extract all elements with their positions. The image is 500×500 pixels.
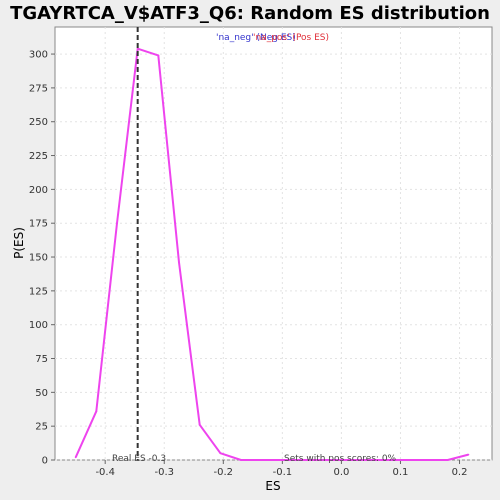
y-tick-label: 100 — [29, 320, 48, 331]
real-es-label: Real ES -0.3 — [112, 454, 166, 464]
data-point — [302, 459, 304, 461]
y-tick-label: 25 — [35, 422, 48, 433]
y-tick-label: 275 — [29, 83, 48, 94]
data-point — [364, 459, 366, 461]
data-point — [198, 423, 201, 426]
x-tick-label: -0.4 — [95, 467, 115, 478]
data-point — [384, 459, 387, 461]
x-tick-label: -0.3 — [154, 467, 174, 478]
chart-title: TGAYRTCA_V$ATF3_Q6: Random ES distributi… — [10, 3, 490, 24]
x-tick-label: 0.0 — [333, 467, 349, 478]
legend-entry-neg: 'na_neg' (Neg ES) — [216, 33, 296, 43]
data-point — [281, 459, 284, 461]
y-tick-label: 175 — [29, 219, 48, 230]
data-point — [219, 452, 222, 455]
y-tick-label: 150 — [29, 253, 48, 264]
data-point — [116, 222, 118, 225]
y-tick-label: 50 — [35, 388, 48, 399]
x-tick-label: 0.2 — [452, 467, 468, 478]
series-group — [74, 47, 470, 461]
y-tick-label: 200 — [29, 185, 48, 196]
pos-scores-annotation: Sets with pos scores: 0% — [284, 454, 397, 464]
y-axis-ticks: 0 25 50 75 100 125 150 175 200 225 250 275 300 — [29, 50, 55, 467]
data-point — [426, 459, 428, 461]
y-axis-label: P(ES) — [12, 227, 26, 259]
legend-entry-pos: 'na_pos' (Pos ES) — [253, 33, 329, 43]
y-tick-label: 300 — [29, 50, 48, 61]
x-tick-label: 0.1 — [393, 467, 409, 478]
data-point — [405, 459, 408, 461]
data-point — [467, 453, 470, 456]
series-line — [74, 47, 469, 461]
x-tick-label: -0.2 — [214, 467, 234, 478]
data-point — [157, 54, 160, 57]
y-tick-label: 225 — [29, 151, 48, 162]
y-tick-label: 125 — [29, 286, 48, 297]
data-point — [136, 47, 139, 50]
data-point — [178, 261, 180, 264]
y-tick-label: 250 — [29, 117, 48, 128]
data-point — [322, 459, 325, 461]
data-point — [343, 459, 346, 461]
plot-area — [54, 26, 493, 461]
data-point — [240, 459, 242, 461]
y-tick-label: 0 — [42, 456, 48, 467]
data-point — [446, 459, 449, 461]
data-point — [260, 459, 263, 461]
data-point — [95, 410, 98, 413]
x-axis-label: ES — [265, 479, 280, 493]
data-point — [74, 456, 77, 459]
y-tick-label: 75 — [35, 354, 48, 365]
grid-lines — [55, 27, 492, 461]
x-tick-label: -0.1 — [273, 467, 293, 478]
